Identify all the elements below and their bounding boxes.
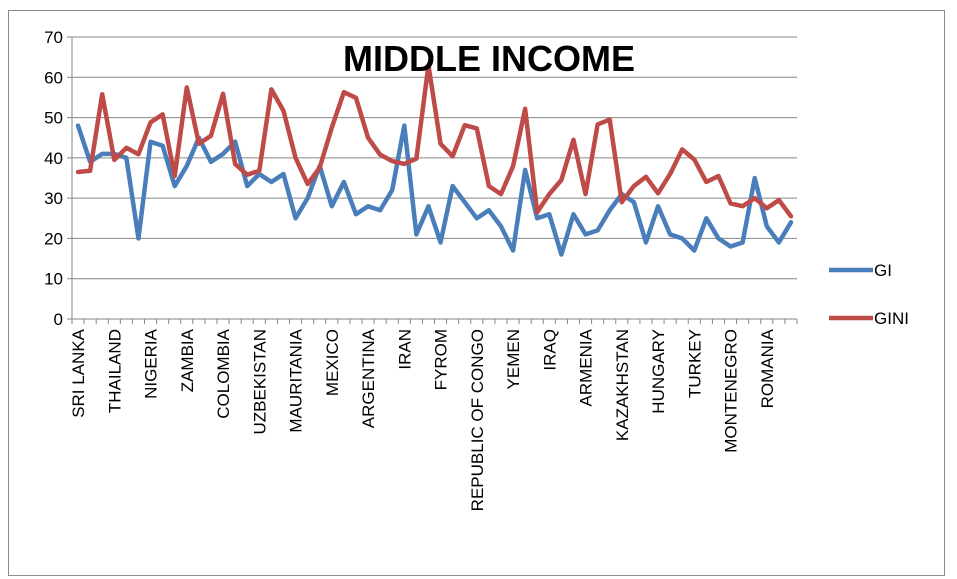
x-tick-label: HUNGARY	[649, 329, 668, 414]
x-tick-label: THAILAND	[105, 329, 124, 413]
chart-title: MIDDLE INCOME	[343, 38, 635, 79]
y-tick-label: 50	[44, 109, 63, 128]
y-tick-label: 60	[44, 68, 63, 87]
chart-frame	[8, 10, 945, 576]
x-tick-label: MONTENEGRO	[722, 329, 741, 453]
x-tick-label: UZBEKISTAN	[250, 329, 269, 434]
legend-label-gini: GINI	[874, 309, 909, 328]
x-tick-label: FYROM	[432, 329, 451, 390]
x-tick-label: MAURITANIA	[287, 328, 306, 432]
y-axis: 0 10 20 30 40 50 60 70	[44, 28, 73, 329]
x-tick-label: COLOMBIA	[214, 328, 233, 418]
legend-label-gi: GI	[874, 261, 892, 280]
x-tick-label: SRI LANKA	[69, 328, 88, 417]
x-tick-label: ARMENIA	[577, 328, 596, 406]
y-tick-label: 10	[44, 270, 63, 289]
y-tick-label: 30	[44, 189, 63, 208]
y-tick-label: 40	[44, 149, 63, 168]
x-tick-label: ROMANIA	[758, 328, 777, 408]
x-axis: SRI LANKA THAILAND NIGERIA ZAMBIA COLOMBIA UZ…	[69, 318, 798, 511]
x-tick-label: ZAMBIA	[178, 328, 197, 392]
x-tick-label: NIGERIA	[142, 328, 161, 399]
x-tick-label: TURKEY	[685, 329, 704, 398]
x-tick-label: IRAQ	[540, 329, 559, 371]
series-line-gini	[75, 62, 794, 219]
x-tick-label: ARGENTINA	[359, 328, 378, 428]
y-tick-label: 70	[44, 28, 63, 47]
series-lines	[75, 62, 794, 257]
series-line-gi	[75, 123, 794, 257]
y-tick-label: 20	[44, 229, 63, 248]
x-tick-label: KAZAKHSTAN	[613, 329, 632, 441]
x-tick-label: REPUBLIC OF CONGO	[468, 329, 487, 511]
y-tick-label: 0	[54, 310, 63, 329]
x-tick-label: YEMEN	[504, 329, 523, 389]
legend: GI GINI	[829, 261, 909, 328]
x-tick-label: IRAN	[395, 329, 414, 370]
x-tick-label: MEXICO	[323, 329, 342, 396]
